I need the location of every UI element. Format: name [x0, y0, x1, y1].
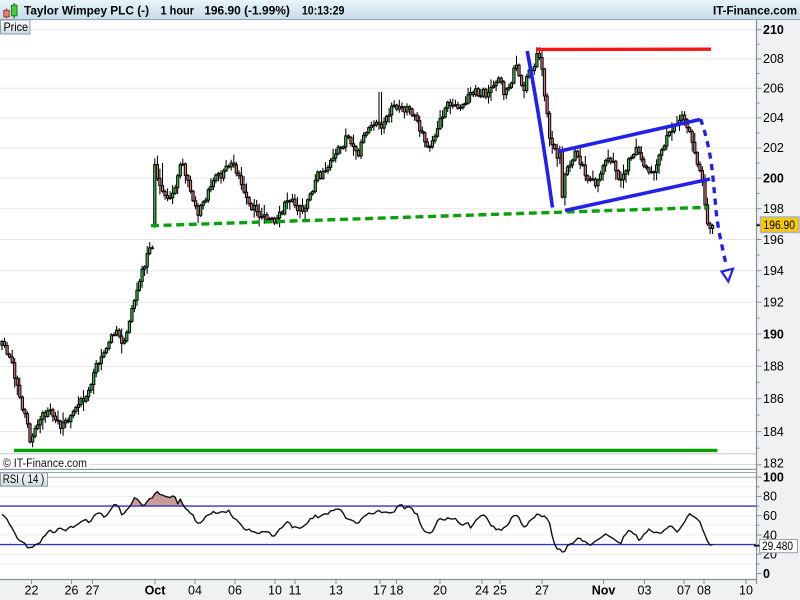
svg-text:208: 208 — [763, 52, 784, 66]
svg-text:10: 10 — [268, 584, 282, 598]
svg-text:10:13:29: 10:13:29 — [302, 4, 345, 18]
svg-text:22: 22 — [25, 584, 39, 598]
svg-text:27: 27 — [535, 584, 549, 598]
svg-text:08: 08 — [697, 584, 711, 598]
svg-text:0: 0 — [763, 567, 770, 581]
svg-text:194: 194 — [763, 264, 784, 278]
svg-text:204: 204 — [763, 111, 784, 125]
svg-text:07: 07 — [677, 584, 691, 598]
svg-text:Price: Price — [4, 20, 29, 34]
svg-text:04: 04 — [188, 584, 202, 598]
svg-text:196.90 (-1.99%): 196.90 (-1.99%) — [204, 4, 289, 18]
svg-text:25: 25 — [493, 584, 507, 598]
svg-text:RSI ( 14 ): RSI ( 14 ) — [3, 474, 45, 486]
svg-text:06: 06 — [228, 584, 242, 598]
svg-text:210: 210 — [763, 23, 784, 37]
svg-text:196.90: 196.90 — [764, 218, 796, 232]
svg-text:17: 17 — [373, 584, 387, 598]
svg-text:192: 192 — [763, 296, 784, 310]
svg-text:24: 24 — [475, 584, 489, 598]
svg-text:11: 11 — [289, 584, 302, 598]
svg-text:190: 190 — [763, 327, 784, 341]
svg-text:202: 202 — [763, 141, 784, 155]
svg-text:Oct: Oct — [145, 584, 167, 598]
svg-text:198: 198 — [763, 202, 784, 216]
svg-text:186: 186 — [763, 392, 784, 406]
svg-text:206: 206 — [763, 82, 784, 96]
svg-text:© IT-Finance.com: © IT-Finance.com — [3, 458, 87, 470]
svg-text:80: 80 — [763, 490, 777, 504]
svg-text:13: 13 — [329, 584, 343, 598]
svg-text:26: 26 — [65, 584, 79, 598]
svg-text:184: 184 — [763, 425, 784, 439]
svg-text:40: 40 — [763, 528, 777, 542]
svg-text:Nov: Nov — [592, 584, 616, 598]
svg-text:182: 182 — [763, 457, 784, 471]
svg-text:IT-Finance.com: IT-Finance.com — [713, 4, 797, 18]
svg-text:60: 60 — [763, 509, 777, 523]
svg-text:29.480: 29.480 — [762, 541, 793, 553]
svg-text:Taylor Wimpey PLC (-): Taylor Wimpey PLC (-) — [24, 4, 149, 18]
svg-text:27: 27 — [86, 584, 100, 598]
svg-text:18: 18 — [390, 584, 404, 598]
svg-text:10: 10 — [739, 584, 753, 598]
svg-text:03: 03 — [638, 584, 652, 598]
svg-text:196: 196 — [763, 233, 784, 247]
svg-text:1 hour: 1 hour — [161, 4, 195, 18]
svg-text:100: 100 — [763, 470, 784, 484]
svg-text:188: 188 — [763, 360, 784, 374]
svg-text:200: 200 — [763, 171, 784, 185]
svg-text:20: 20 — [433, 584, 447, 598]
